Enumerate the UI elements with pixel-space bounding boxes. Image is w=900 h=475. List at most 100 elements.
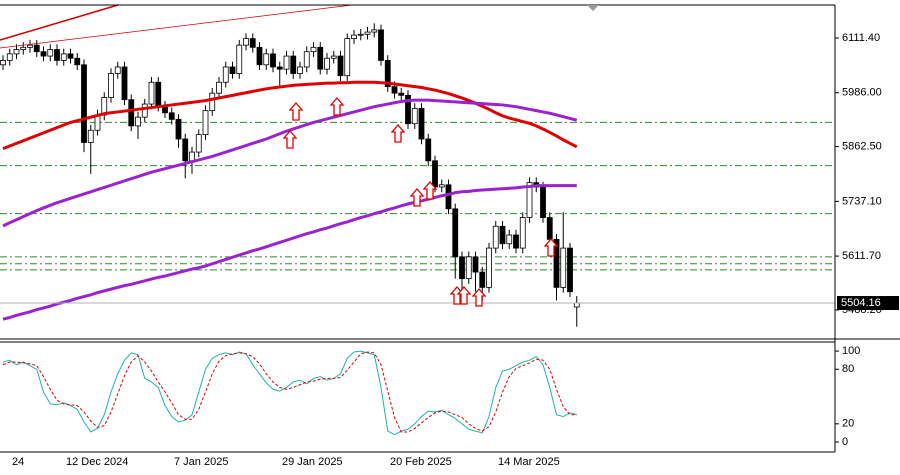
drawings <box>0 4 559 307</box>
candle-body <box>121 66 128 101</box>
candle-body <box>297 66 303 74</box>
indicator-line <box>2 351 577 433</box>
candle-body <box>229 66 236 74</box>
candle-body <box>573 302 580 308</box>
up-arrow <box>282 130 298 149</box>
trendline <box>0 4 353 49</box>
candle-body <box>20 46 27 50</box>
indicator-line <box>2 350 577 436</box>
candle-body <box>270 53 276 68</box>
candle-body <box>222 66 229 83</box>
up-arrow <box>422 181 438 200</box>
candle-body <box>364 31 371 35</box>
candle-body <box>209 92 216 112</box>
candle-body <box>344 38 351 77</box>
candle-body <box>337 55 344 77</box>
candle-body <box>479 271 486 288</box>
candle-body <box>519 217 526 249</box>
candle-body <box>141 103 148 118</box>
x-tick-label: 20 Feb 2025 <box>390 456 452 468</box>
candle-body <box>148 81 155 105</box>
candle-body <box>114 66 121 74</box>
candle-body <box>378 29 384 61</box>
candle-body <box>472 256 479 273</box>
y-tick-label: 20 <box>842 418 854 430</box>
candle-body <box>182 138 189 162</box>
candle-body <box>243 38 249 46</box>
candle-body <box>202 110 209 136</box>
candle-body <box>0 60 6 66</box>
candle-body <box>465 256 472 280</box>
candle-body <box>74 57 81 66</box>
candle-body <box>506 234 513 245</box>
candle-body <box>560 247 567 288</box>
up-arrow <box>471 288 487 307</box>
y-tick-label: 100 <box>842 345 860 357</box>
candle-body <box>546 217 553 240</box>
candle-body <box>13 49 20 55</box>
last-price-label: 5504.16 <box>841 297 881 309</box>
candle-body <box>54 49 60 61</box>
candle-body <box>452 208 459 258</box>
candle-body <box>432 160 438 188</box>
up-arrow <box>409 188 425 207</box>
candle-body <box>351 34 357 40</box>
x-tick-label: 12 Dec 2024 <box>66 456 128 468</box>
candle-body <box>108 73 114 98</box>
candle-body <box>445 184 452 210</box>
up-arrow <box>390 124 406 143</box>
candle-body <box>168 112 175 120</box>
candle-body <box>310 46 317 53</box>
y-tick-label: 5986.00 <box>842 87 882 99</box>
candle-body <box>486 247 492 288</box>
candle-body <box>249 38 256 48</box>
candle-body <box>411 108 418 125</box>
candle-body <box>33 44 40 53</box>
candle-body <box>276 66 283 70</box>
up-arrow <box>288 102 304 121</box>
up-arrow <box>329 97 345 116</box>
candle-body <box>384 60 391 88</box>
up-arrow <box>456 286 472 305</box>
candle-body <box>405 94 411 125</box>
candle-body <box>128 99 135 127</box>
candle-body <box>6 53 13 61</box>
candle-body <box>27 44 33 48</box>
candle-body <box>60 53 67 61</box>
candle-body <box>513 234 519 249</box>
candle-body <box>67 53 74 59</box>
x-tick-label: 24 <box>12 456 24 468</box>
candle-body <box>189 151 195 162</box>
candle-body <box>155 81 162 107</box>
x-tick-label: 29 Jan 2025 <box>282 456 343 468</box>
candle-body <box>283 55 290 70</box>
candle-body <box>317 46 324 70</box>
candle-body <box>195 134 202 153</box>
candle-body <box>391 86 398 94</box>
y-tick-label: 5862.50 <box>842 141 882 153</box>
y-tick-label: 80 <box>842 363 854 375</box>
candle-body <box>175 118 182 140</box>
candle-body <box>398 92 405 96</box>
candle-body <box>81 64 87 143</box>
candle-body <box>47 49 54 57</box>
candle-body <box>87 129 94 143</box>
x-tick-label: 14 Mar 2025 <box>498 456 560 468</box>
candle-body <box>135 116 141 127</box>
up-arrow <box>543 238 559 257</box>
candle-body <box>371 29 378 33</box>
candle-body <box>499 225 506 245</box>
candle-body <box>492 225 499 249</box>
candle-body <box>567 247 573 293</box>
candle-body <box>324 57 330 70</box>
frame <box>0 4 900 453</box>
candle-body <box>236 44 243 74</box>
y-tick-label: 0 <box>842 436 848 448</box>
y-tick-label: 5611.70 <box>842 250 881 262</box>
candle-body <box>216 81 222 94</box>
candle-body <box>526 182 533 218</box>
candle-body <box>303 51 310 68</box>
indicator-line <box>2 98 578 228</box>
candle-body <box>290 55 297 74</box>
